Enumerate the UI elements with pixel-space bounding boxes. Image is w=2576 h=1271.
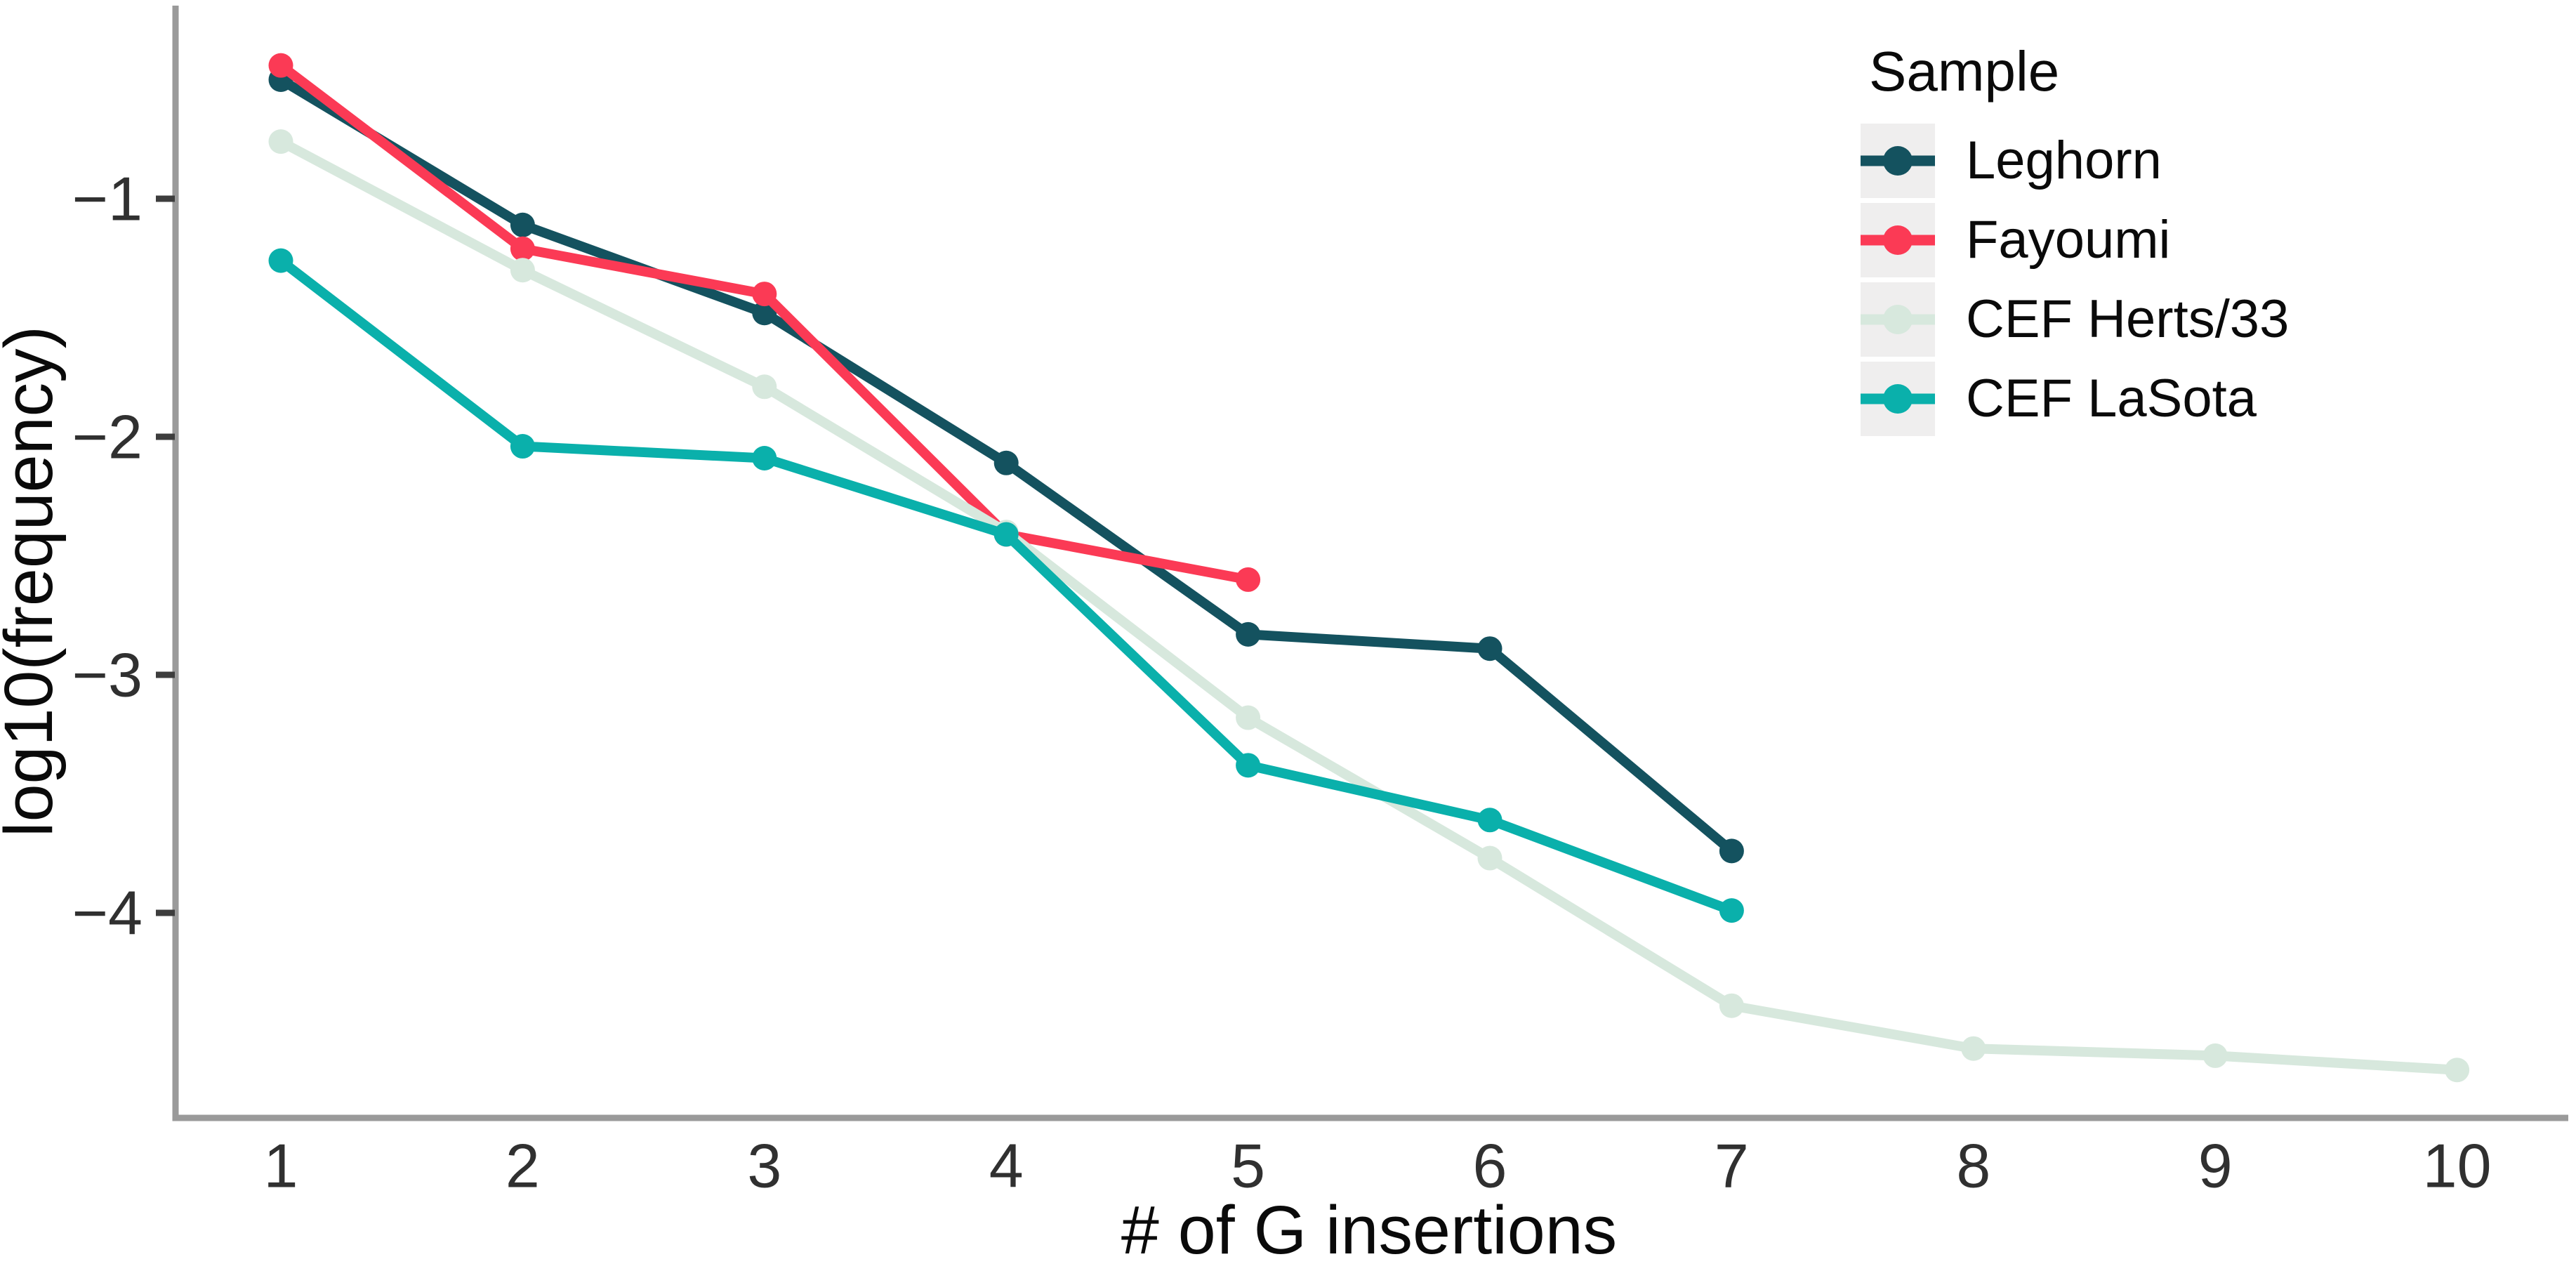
data-point <box>1236 705 1261 730</box>
legend-key-dot <box>1883 146 1913 176</box>
x-tick-label: 3 <box>747 1131 781 1201</box>
x-tick-label: 1 <box>264 1131 298 1201</box>
data-point <box>268 129 293 154</box>
x-tick-label: 9 <box>2198 1131 2233 1201</box>
data-point <box>1236 567 1261 592</box>
legend-item: Leghorn <box>1861 124 2289 198</box>
legend-item-label: CEF LaSota <box>1966 369 2257 428</box>
legend-key-icon <box>1861 146 1935 176</box>
data-point <box>752 282 777 307</box>
data-point <box>268 53 293 78</box>
axes <box>172 6 2568 1121</box>
data-point <box>1719 898 1744 923</box>
legend-key-swatch <box>1861 203 1935 277</box>
series-line <box>277 256 1733 916</box>
data-point <box>510 434 535 459</box>
series-leghorn <box>268 67 1744 864</box>
data-point <box>510 212 535 237</box>
data-point <box>1719 993 1744 1018</box>
legend-item: Fayoumi <box>1861 203 2289 277</box>
data-point <box>752 446 777 471</box>
x-tick-label: 4 <box>989 1131 1024 1201</box>
legend-item: CEF Herts/33 <box>1861 282 2289 357</box>
data-point <box>1477 845 1502 871</box>
data-point <box>1477 808 1502 833</box>
x-tick-label: 6 <box>1473 1131 1507 1201</box>
legend-key-swatch <box>1861 124 1935 198</box>
data-point <box>2202 1043 2228 1068</box>
legend-item: CEF LaSota <box>1861 362 2289 436</box>
legend-key-dot <box>1883 384 1913 414</box>
data-point <box>1477 636 1502 661</box>
y-axis-tick-marks <box>156 195 175 916</box>
legend-key-dot <box>1883 305 1913 334</box>
legend-item-label: Fayoumi <box>1966 210 2171 270</box>
legend-item-label: CEF Herts/33 <box>1966 289 2290 349</box>
legend-key-swatch <box>1861 362 1935 436</box>
legend-key-icon <box>1861 384 1935 414</box>
y-axis-title: log10(frequency) <box>0 326 67 837</box>
data-series-layer <box>268 53 2470 1083</box>
legend-key-icon <box>1861 305 1935 334</box>
legend-key-swatch <box>1861 282 1935 357</box>
data-point <box>1236 621 1261 647</box>
x-axis-title: # of G insertions <box>1121 1192 1617 1268</box>
y-tick-label: −1 <box>72 164 143 234</box>
data-point <box>510 236 535 261</box>
x-tick-label: 8 <box>1956 1131 1990 1201</box>
legend-item-label: Leghorn <box>1966 131 2162 190</box>
y-axis-tick-labels: −1 −2 −3 −4 <box>72 164 143 948</box>
data-point <box>1719 838 1744 864</box>
legend: Sample Leghorn Fayoumi CEF Herts/33 CEF LaS… <box>1861 44 2289 441</box>
data-point <box>1961 1036 1986 1061</box>
legend-key-icon <box>1861 225 1935 255</box>
x-tick-label: 5 <box>1231 1131 1265 1201</box>
x-tick-label: 2 <box>506 1131 540 1201</box>
legend-items: Leghorn Fayoumi CEF Herts/33 CEF LaSota <box>1861 124 2289 436</box>
y-tick-label: −3 <box>72 640 143 710</box>
x-axis-tick-labels: 1 2 3 4 5 6 7 8 9 10 <box>264 1131 2492 1201</box>
data-point <box>268 248 293 273</box>
y-tick-label: −2 <box>72 402 143 472</box>
x-tick-label: 7 <box>1715 1131 1749 1201</box>
series-cef-lasota <box>268 248 1744 923</box>
data-point <box>752 374 777 400</box>
x-tick-label: 10 <box>2423 1131 2492 1201</box>
data-point <box>510 258 535 283</box>
data-point <box>1236 753 1261 778</box>
legend-key-dot <box>1883 225 1913 255</box>
data-point <box>2445 1058 2470 1083</box>
data-point <box>993 522 1019 547</box>
y-tick-label: −4 <box>72 878 143 948</box>
legend-title: Sample <box>1869 40 2060 103</box>
data-point <box>993 450 1019 475</box>
